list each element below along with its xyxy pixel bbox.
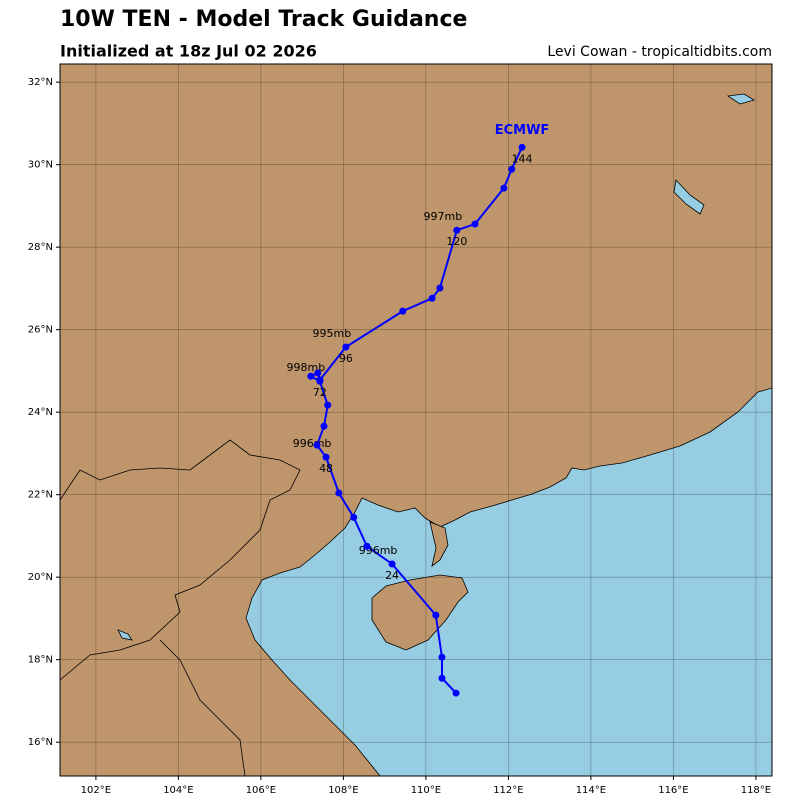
track-point: [313, 441, 321, 449]
hour-label: 48: [319, 462, 333, 475]
lake: [673, 179, 705, 215]
credit: Levi Cowan - tropicaltidbits.com: [547, 44, 772, 60]
track-point: [518, 143, 526, 151]
x-tick-label: 102°E: [81, 785, 111, 796]
track-point: [428, 294, 436, 302]
track-point: [388, 560, 396, 568]
x-tick-label: 104°E: [163, 785, 193, 796]
x-tick-label: 112°E: [493, 785, 523, 796]
track-point: [500, 184, 508, 192]
y-tick-label: 18°N: [28, 655, 53, 666]
sea: [245, 387, 772, 776]
track-point: [399, 307, 407, 315]
pressure-label: 995mb: [313, 327, 352, 340]
pressure-label: 997mb: [423, 210, 462, 223]
y-tick-label: 24°N: [28, 407, 53, 418]
track-point: [438, 674, 446, 682]
chart-title: 10W TEN - Model Track Guidance: [60, 7, 467, 32]
lake: [117, 629, 133, 641]
track-point: [471, 220, 479, 228]
model-name: ECMWF: [495, 123, 550, 138]
track-point: [316, 376, 324, 384]
map-frame: [59, 63, 773, 777]
track-point: [322, 453, 330, 461]
x-tick-label: 110°E: [411, 785, 441, 796]
hour-label: 96: [339, 352, 353, 365]
track-point: [438, 653, 446, 661]
x-tick-label: 118°E: [741, 785, 771, 796]
border: [159, 639, 246, 776]
track-point: [436, 284, 444, 292]
track-point: [508, 165, 516, 173]
track-point: [314, 369, 322, 377]
border: [60, 439, 301, 681]
x-tick-label: 116°E: [658, 785, 688, 796]
track-point: [307, 372, 315, 380]
track-point: [342, 343, 350, 351]
hour-label: 120: [446, 235, 467, 248]
y-tick-label: 22°N: [28, 490, 53, 501]
y-tick-label: 28°N: [28, 242, 53, 253]
track-point: [432, 611, 440, 619]
track-point: [363, 542, 371, 550]
track-point: [452, 689, 460, 697]
y-tick-label: 32°N: [28, 77, 53, 88]
hour-label: 24: [385, 569, 399, 582]
hour-label: 144: [512, 152, 533, 165]
lake: [726, 93, 755, 105]
track-point: [350, 513, 358, 521]
pressure-label: 996mb: [293, 437, 332, 450]
y-tick-label: 20°N: [28, 572, 53, 583]
x-tick-label: 106°E: [246, 785, 276, 796]
basemap: [60, 64, 772, 776]
y-tick-label: 26°N: [28, 325, 53, 336]
x-tick-label: 108°E: [328, 785, 358, 796]
island: [371, 574, 469, 651]
hour-label: 72: [313, 386, 327, 399]
chart-subtitle: Initialized at 18z Jul 02 2026: [60, 42, 317, 61]
track-point: [320, 422, 328, 430]
track-point: [453, 226, 461, 234]
x-tick-label: 114°E: [576, 785, 606, 796]
peninsula: [429, 521, 449, 567]
y-tick-label: 16°N: [28, 737, 53, 748]
track-point: [335, 489, 343, 497]
track-point: [324, 401, 332, 409]
y-tick-label: 30°N: [28, 160, 53, 171]
